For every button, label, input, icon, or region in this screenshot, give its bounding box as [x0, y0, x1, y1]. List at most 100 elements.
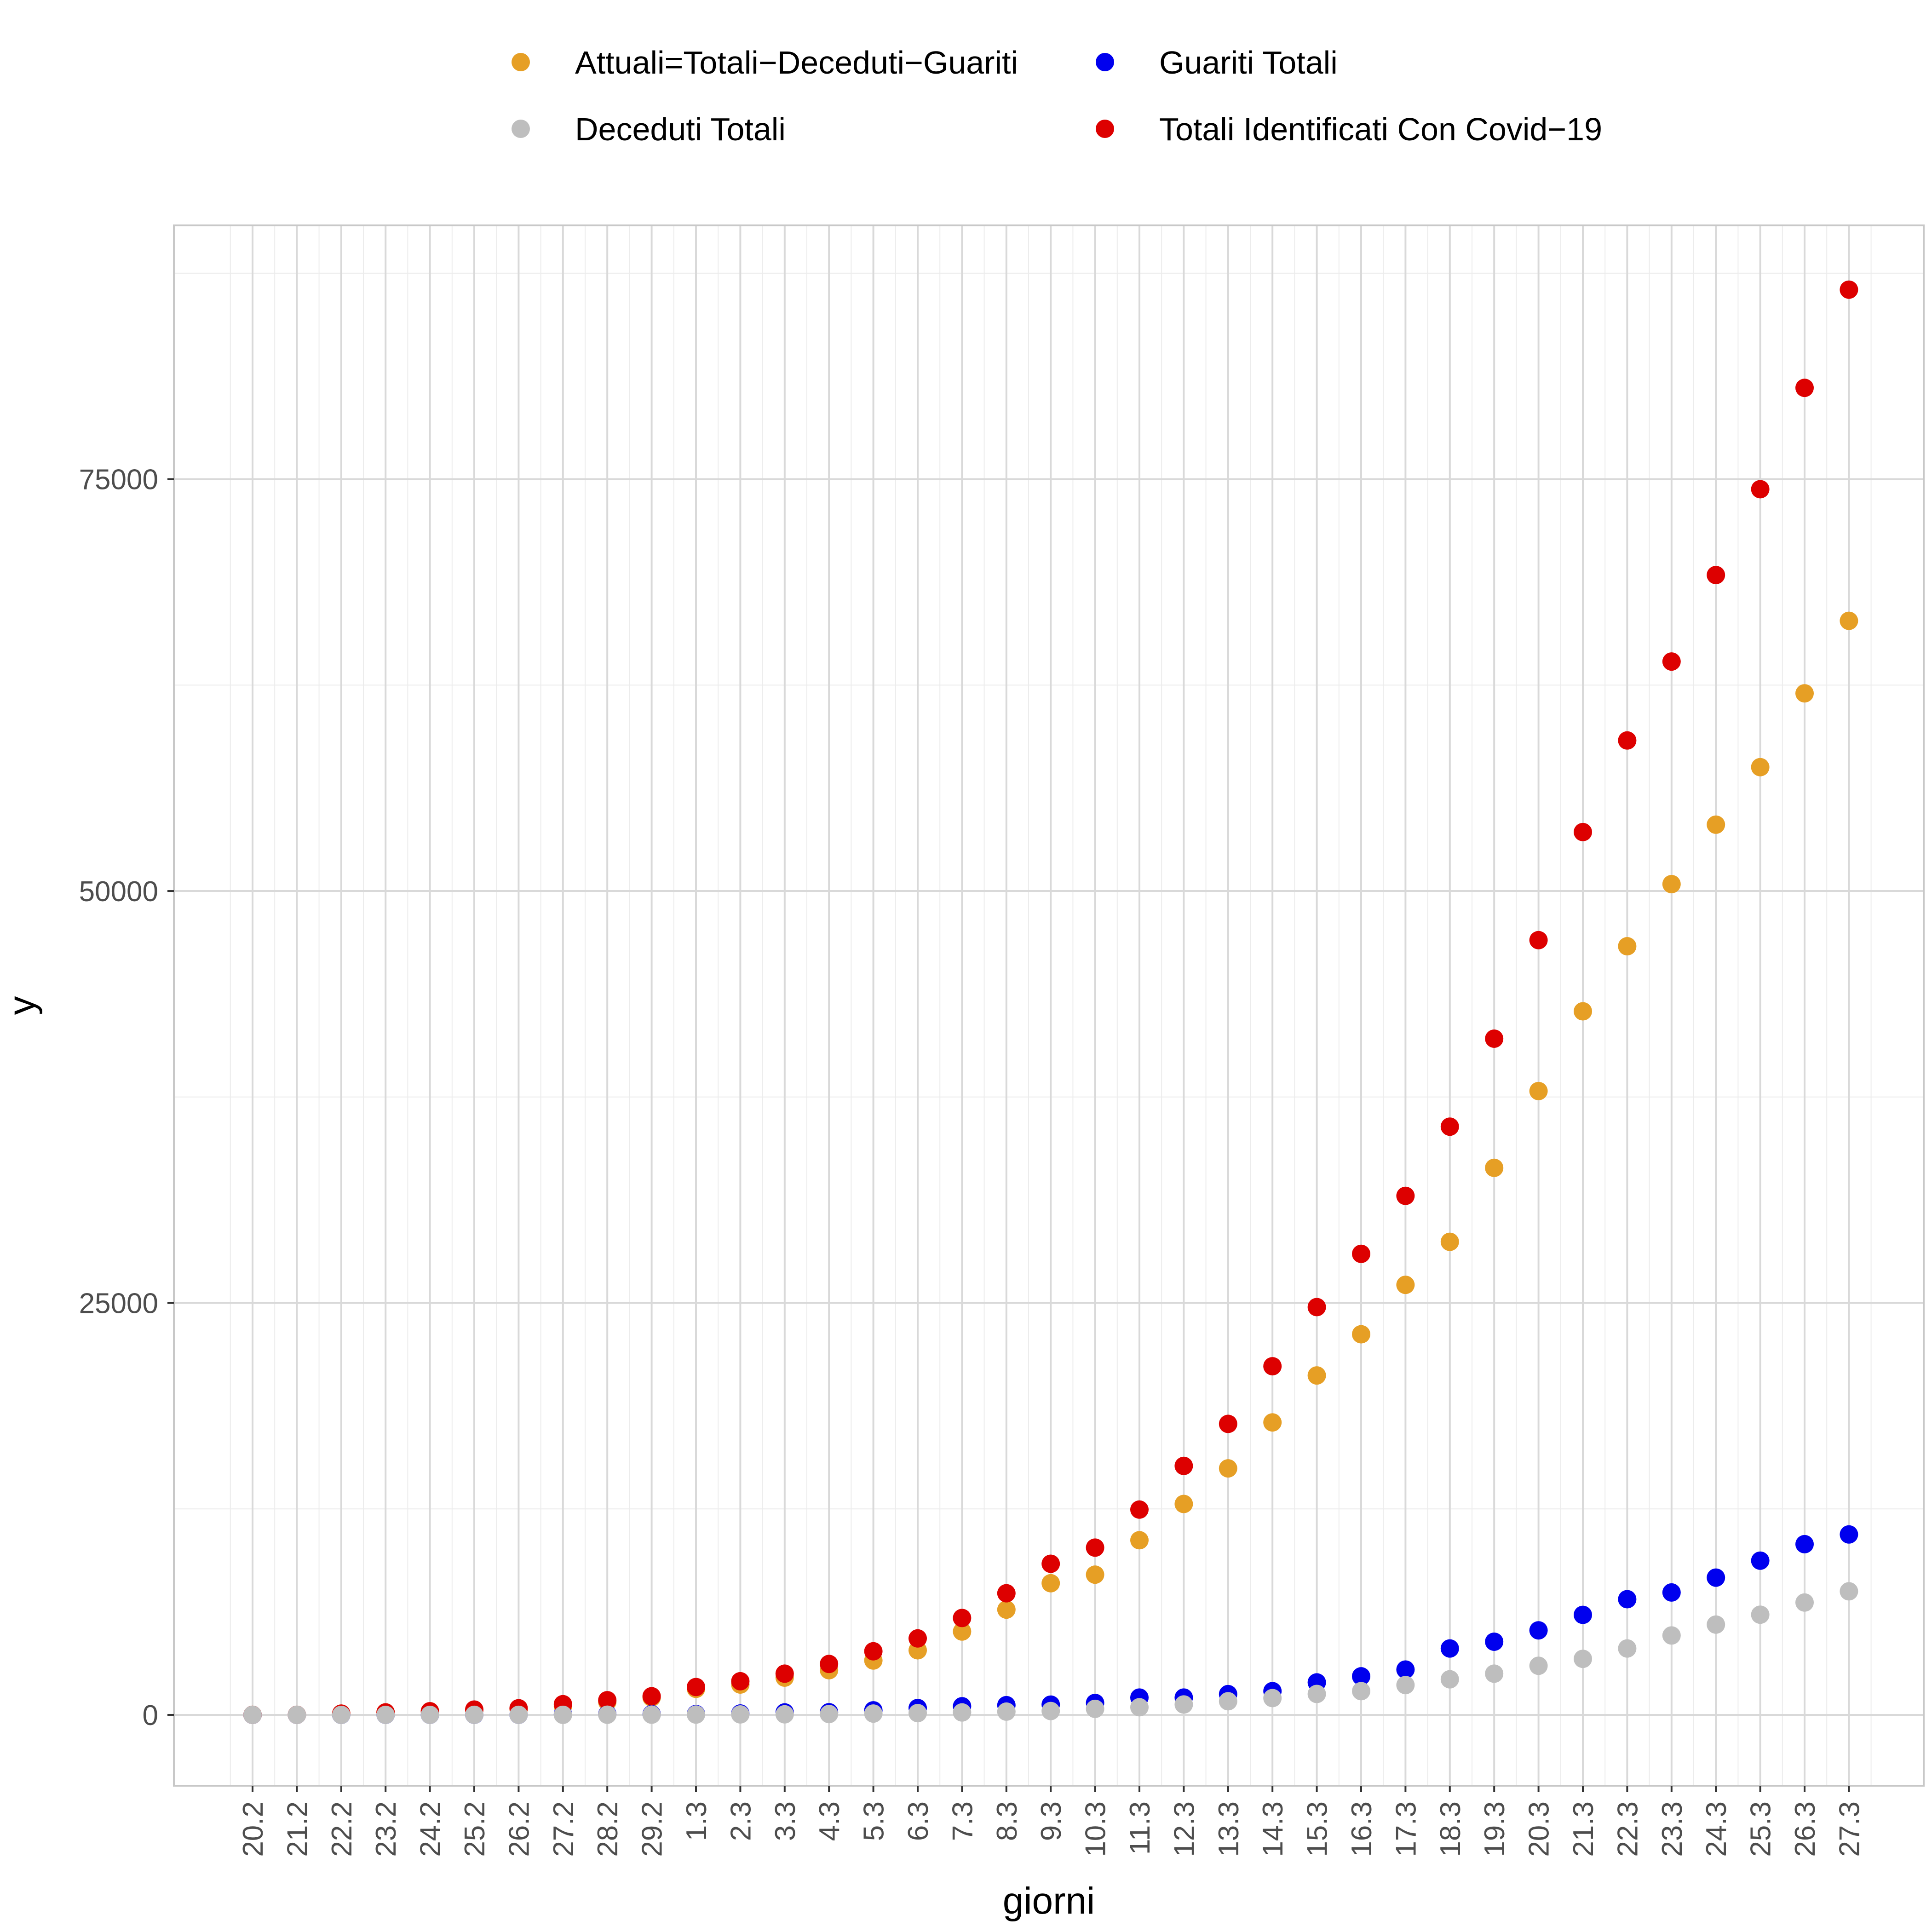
- series-3: [243, 280, 1858, 1724]
- data-point: [1086, 1699, 1104, 1718]
- data-point: [288, 1705, 306, 1724]
- data-point: [1485, 1664, 1504, 1683]
- legend: Attuali=Totali−Deceduti−Guariti Guariti T…: [512, 45, 1602, 147]
- data-point: [1130, 1531, 1149, 1550]
- x-tick-label: 25.3: [1745, 1801, 1777, 1857]
- legend-label: Guariti Totali: [1159, 45, 1338, 80]
- x-tick-label: 15.3: [1302, 1801, 1334, 1857]
- data-point: [1795, 379, 1814, 397]
- data-point: [1219, 1414, 1237, 1433]
- data-point: [731, 1672, 750, 1690]
- x-tick-label: 26.3: [1789, 1801, 1821, 1857]
- series-2: [243, 1582, 1858, 1724]
- data-point: [1840, 611, 1858, 630]
- data-point: [820, 1655, 839, 1673]
- data-point: [1440, 1639, 1459, 1658]
- data-point: [243, 1705, 262, 1724]
- data-point: [1840, 1582, 1858, 1601]
- data-point: [1307, 1298, 1326, 1317]
- data-point: [1618, 1639, 1637, 1658]
- x-tick-label: 7.3: [947, 1801, 978, 1841]
- data-point: [820, 1705, 839, 1724]
- legend-key: [1096, 120, 1114, 138]
- data-point: [1529, 1081, 1548, 1100]
- data-point: [1529, 931, 1548, 949]
- data-point: [1396, 1660, 1415, 1679]
- data-point: [908, 1629, 927, 1648]
- legend-key: [1096, 53, 1114, 71]
- data-point: [1041, 1574, 1060, 1593]
- data-point: [509, 1705, 528, 1724]
- legend-label: Deceduti Totali: [575, 111, 786, 147]
- y-axis-title: y: [1, 996, 43, 1015]
- data-point: [1795, 1535, 1814, 1553]
- y-tick-label: 50000: [79, 876, 158, 908]
- x-tick-label: 26.2: [503, 1801, 535, 1857]
- data-point: [1396, 1276, 1415, 1294]
- data-point: [642, 1705, 661, 1724]
- data-point: [864, 1642, 883, 1661]
- data-point: [376, 1705, 395, 1724]
- x-tick-label: 1.3: [681, 1801, 713, 1841]
- legend-key: [512, 120, 530, 138]
- x-tick-label: 18.3: [1435, 1801, 1466, 1857]
- data-point: [1751, 480, 1770, 499]
- data-point: [1662, 652, 1681, 671]
- x-tick-label: 17.3: [1390, 1801, 1422, 1857]
- data-point: [775, 1705, 794, 1724]
- data-point: [997, 1584, 1016, 1603]
- data-point: [1574, 1605, 1592, 1624]
- data-point: [1174, 1695, 1193, 1714]
- x-tick-label: 23.3: [1656, 1801, 1688, 1857]
- data-point: [953, 1609, 972, 1627]
- data-point: [1662, 1583, 1681, 1602]
- data-point: [1662, 875, 1681, 894]
- data-point: [465, 1705, 483, 1724]
- data-point: [1618, 1590, 1637, 1609]
- data-point: [1307, 1366, 1326, 1385]
- data-point: [1130, 1698, 1149, 1717]
- x-tick-label: 12.3: [1168, 1801, 1200, 1857]
- legend-key: [512, 53, 530, 71]
- legend-item: Attuali=Totali−Deceduti−Guariti: [512, 45, 1018, 80]
- x-axis-title: giorni: [1003, 1880, 1095, 1922]
- data-point: [687, 1705, 705, 1724]
- x-tick-label: 20.3: [1524, 1801, 1555, 1857]
- data-point: [1618, 731, 1637, 750]
- data-point: [1574, 822, 1592, 841]
- y-tick-label: 0: [143, 1700, 158, 1731]
- plot-panel-border: [173, 224, 1925, 1787]
- data-point: [1352, 1244, 1370, 1263]
- data-point: [864, 1704, 883, 1723]
- data-point: [1174, 1456, 1193, 1475]
- data-point: [1574, 1002, 1592, 1021]
- x-tick-label: 21.2: [282, 1801, 313, 1857]
- data-point: [775, 1664, 794, 1683]
- data-point: [1086, 1565, 1104, 1584]
- data-point: [1707, 1568, 1725, 1587]
- data-point: [1352, 1325, 1370, 1344]
- data-point: [997, 1702, 1016, 1721]
- data-point: [1352, 1682, 1370, 1701]
- data-point: [1574, 1650, 1592, 1668]
- data-point: [1707, 815, 1725, 834]
- legend-item: Totali Identificati Con Covid−19: [1096, 111, 1602, 147]
- data-point: [1307, 1685, 1326, 1703]
- data-point: [332, 1705, 351, 1724]
- data-point: [642, 1687, 661, 1706]
- x-tick-label: 24.2: [415, 1801, 447, 1857]
- x-tick-label: 4.3: [814, 1801, 845, 1841]
- data-point: [687, 1678, 705, 1696]
- x-tick-label: 6.3: [903, 1801, 934, 1841]
- x-tick-label: 11.3: [1124, 1801, 1156, 1855]
- data-point: [1751, 758, 1770, 776]
- x-tick-label: 16.3: [1346, 1801, 1378, 1857]
- legend-label: Totali Identificati Con Covid−19: [1159, 111, 1602, 147]
- legend-item: Guariti Totali: [1096, 45, 1338, 80]
- legend-label: Attuali=Totali−Deceduti−Guariti: [575, 45, 1018, 80]
- y-tick-label: 75000: [79, 464, 158, 496]
- x-tick-label: 3.3: [770, 1801, 801, 1841]
- data-point: [1219, 1692, 1237, 1711]
